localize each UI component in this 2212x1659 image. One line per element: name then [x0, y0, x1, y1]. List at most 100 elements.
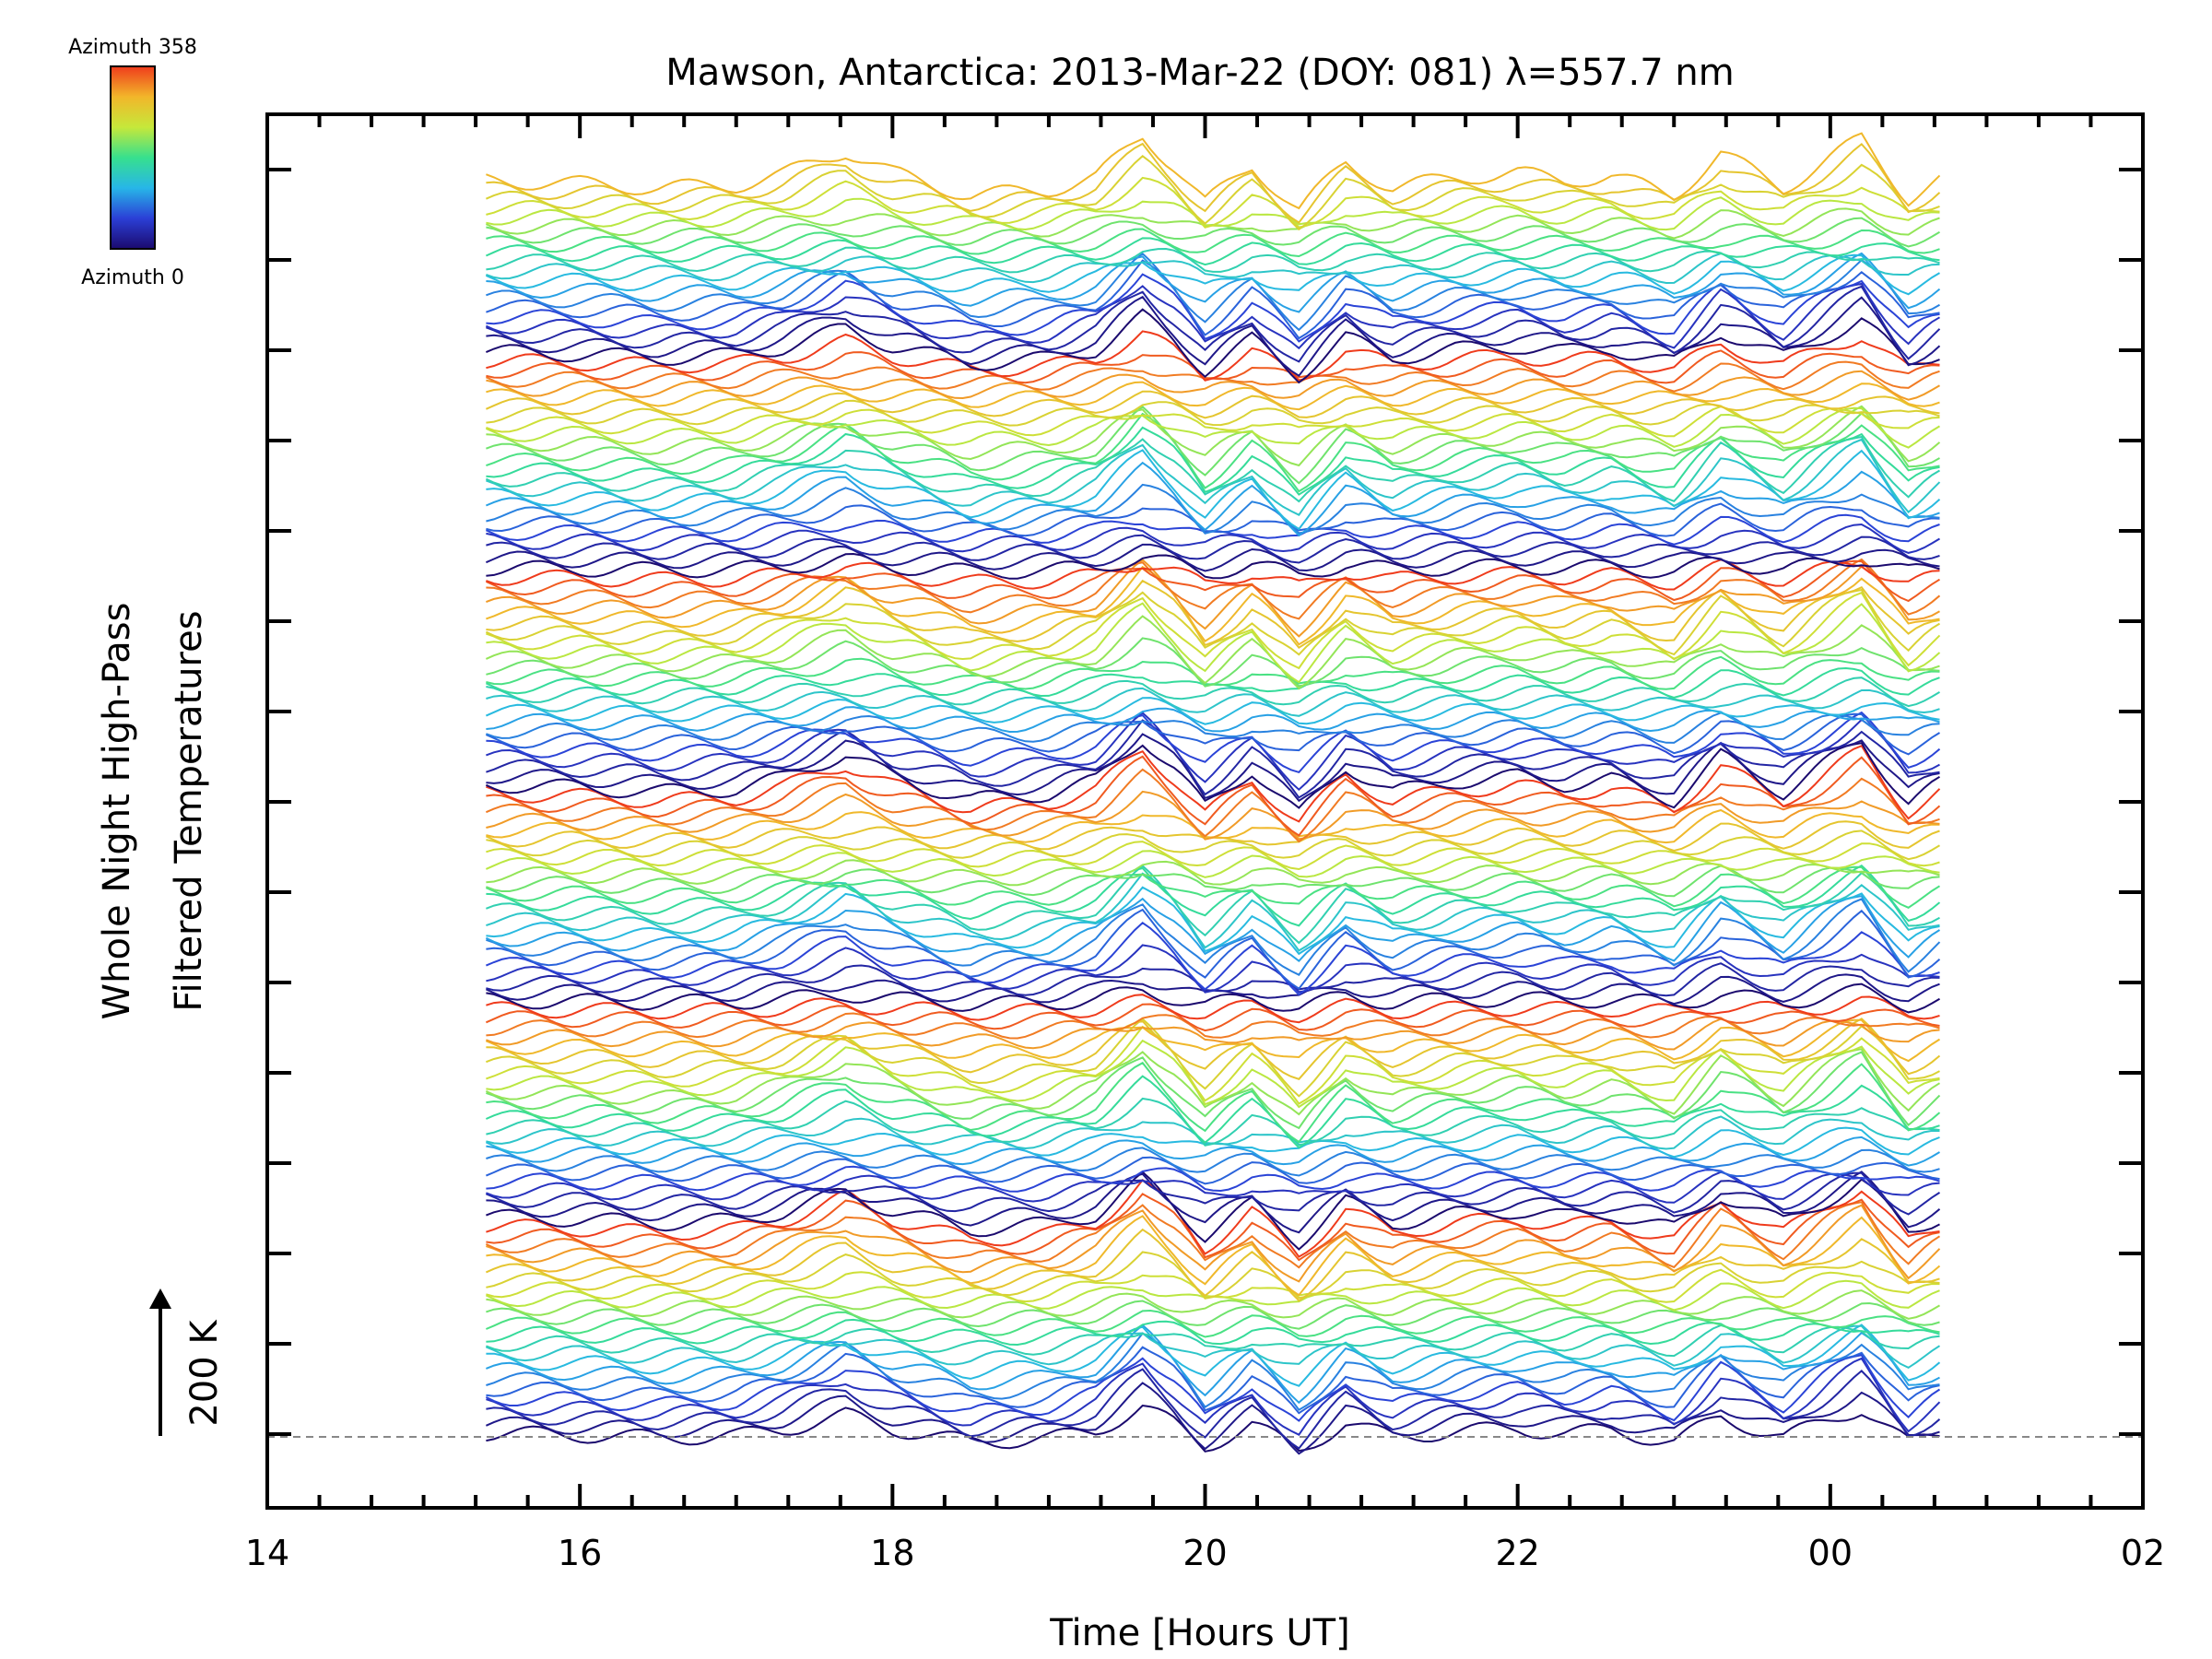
- azimuth-trace-line: [486, 712, 1940, 744]
- azimuth-trace-line: [486, 285, 1941, 363]
- azimuth-trace-line: [485, 1126, 1940, 1159]
- azimuth-trace-line: [486, 1075, 1940, 1149]
- azimuth-trace-line: [486, 461, 1940, 537]
- scale-arrow-head: [149, 1288, 171, 1309]
- azimuth-trace-line: [486, 733, 1940, 803]
- azimuth-trace-line: [486, 830, 1941, 861]
- azimuth-trace-line: [486, 217, 1941, 248]
- azimuth-trace-line: [486, 706, 1940, 734]
- azimuth-trace-line: [486, 559, 1940, 638]
- axis-ticks: [265, 114, 2145, 1508]
- azimuth-trace-line: [486, 1097, 1940, 1147]
- y-axis-label-line2: Filtered Temperatures: [168, 610, 210, 1011]
- azimuth-trace-line: [486, 1039, 1940, 1109]
- azimuth-trace-line: [486, 273, 1940, 343]
- azimuth-trace-line: [485, 435, 1941, 503]
- azimuth-trace-line: [486, 523, 1941, 554]
- azimuth-trace-line: [486, 1012, 1940, 1040]
- azimuth-trace-line: [485, 253, 1941, 296]
- azimuth-trace-line: [485, 666, 1940, 699]
- azimuth-trace-line: [486, 1135, 1941, 1167]
- azimuth-trace-line: [486, 406, 1940, 438]
- azimuth-trace-line: [486, 1193, 1940, 1262]
- azimuth-trace-line: [486, 677, 1941, 708]
- azimuth-trace-line: [486, 406, 1941, 449]
- scale-bar-label: 200 K: [183, 1319, 226, 1427]
- azimuth-trace-line: [486, 308, 1940, 384]
- azimuth-trace-line: [486, 637, 1940, 688]
- azimuth-trace-line: [486, 944, 1940, 994]
- azimuth-trace-line: [486, 1228, 1940, 1302]
- azimuth-trace-line: [486, 390, 1940, 419]
- azimuth-trace-line: [486, 1171, 1941, 1216]
- chart-title: Mawson, Antarctica: 2013-Mar-22 (DOY: 08…: [665, 52, 1734, 94]
- x-tick-label: 20: [1182, 1533, 1227, 1573]
- azimuth-trace-line: [486, 252, 1940, 332]
- azimuth-trace-line: [486, 1404, 1940, 1453]
- azimuth-trace-line: [486, 330, 1940, 382]
- azimuth-trace-line: [486, 982, 1941, 1014]
- azimuth-trace-line: [485, 820, 1940, 853]
- azimuth-trace-line: [486, 1289, 1941, 1320]
- azimuth-trace-line: [486, 864, 1941, 927]
- azimuth-trace-line: [485, 282, 1941, 350]
- azimuth-trace-line: [486, 872, 1940, 952]
- azimuth-trace-line: [486, 922, 1940, 996]
- azimuth-trace-line: [486, 1018, 1941, 1080]
- x-tick-label: 14: [245, 1533, 289, 1573]
- x-tick-labels: 14 16 18 20 22 00 02: [245, 1533, 2165, 1573]
- azimuth-trace-line: [485, 1354, 1941, 1422]
- azimuth-trace-line: [486, 768, 1940, 843]
- azimuth-trace-line: [486, 246, 1940, 274]
- x-tick-label: 00: [1808, 1533, 1853, 1573]
- azimuth-trace-line: [486, 1171, 1940, 1204]
- azimuth-trace-line: [486, 252, 1940, 285]
- azimuth-trace-line: [486, 1018, 1941, 1063]
- azimuth-trace-line: [486, 591, 1941, 670]
- azimuth-trace-line: [485, 741, 1941, 809]
- azimuth-trace-line: [485, 697, 1940, 725]
- x-tick-label: 18: [870, 1533, 914, 1573]
- azimuth-trace-line: [485, 973, 1940, 1006]
- azimuth-trace-line: [486, 712, 1941, 756]
- azimuth-trace-line: [486, 1324, 1941, 1387]
- azimuth-trace-line: [486, 176, 1940, 229]
- azimuth-trace-line: [486, 1324, 1940, 1405]
- azimuth-trace-line: [485, 360, 1940, 393]
- azimuth-trace-line: [486, 711, 1941, 774]
- azimuth-trace-line: [486, 483, 1940, 535]
- azimuth-trace-line: [486, 850, 1940, 878]
- azimuth-trace-line: [486, 1204, 1941, 1283]
- x-axis-label: Time [Hours UT]: [1049, 1612, 1349, 1654]
- azimuth-trace-line: [486, 132, 1941, 210]
- y-axis-label-line1: Whole Night High-Pass: [96, 603, 138, 1020]
- azimuth-trace-line: [486, 790, 1940, 841]
- azimuth-trace-line: [486, 426, 1940, 496]
- azimuth-trace-line: [486, 228, 1940, 258]
- azimuth-trace-line: [486, 438, 1941, 516]
- azimuth-trace-line: [486, 1171, 1940, 1251]
- azimuth-trace-line: [486, 615, 1940, 690]
- azimuth-trace-line: [485, 894, 1941, 963]
- azimuth-trace-line: [486, 1251, 1940, 1300]
- colorbar-top-label: Azimuth 358: [68, 36, 197, 59]
- azimuth-trace-line: [486, 1382, 1940, 1455]
- azimuth-trace-line: [486, 1346, 1940, 1415]
- azimuth-trace-line: [486, 252, 1941, 313]
- azimuth-trace-line: [486, 865, 1940, 945]
- x-tick-label: 22: [1495, 1533, 1539, 1573]
- azimuth-trace-line: [486, 859, 1940, 887]
- azimuth-trace-line: [485, 559, 1941, 603]
- azimuth-trace-line: [486, 1165, 1940, 1193]
- azimuth-trace-line: [485, 1201, 1941, 1269]
- azimuth-trace-line: [486, 1324, 1940, 1358]
- azimuth-trace-line: [486, 155, 1940, 231]
- azimuth-trace-line: [486, 1357, 1941, 1436]
- azimuth-trace-line: [485, 1048, 1941, 1116]
- x-tick-label: 16: [558, 1533, 602, 1573]
- azimuth-trace-line: [485, 207, 1940, 240]
- azimuth-trace-line: [485, 1279, 1940, 1312]
- x-tick-label: 02: [2121, 1533, 2165, 1573]
- azimuth-trace-line: [486, 1018, 1940, 1051]
